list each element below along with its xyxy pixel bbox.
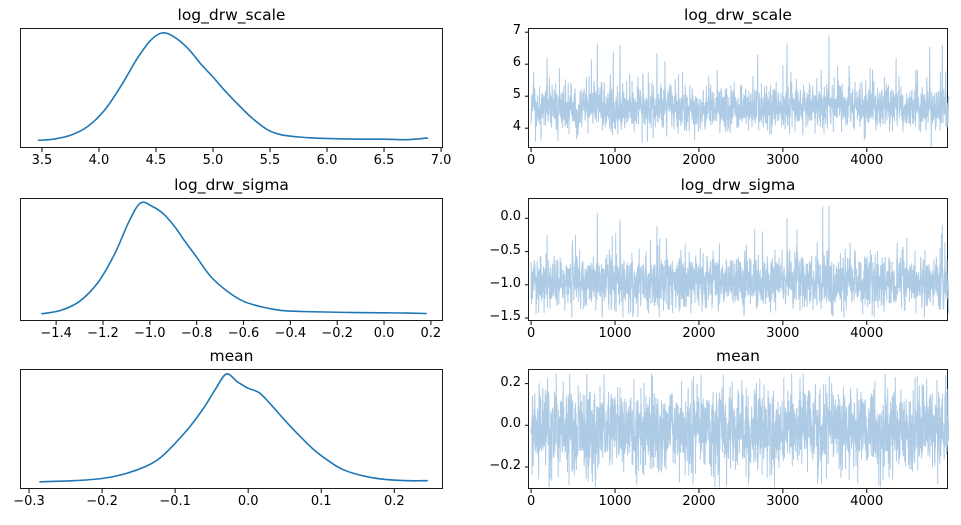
plot-title-kde-log-drw-scale: log_drw_scale [177, 6, 286, 24]
y-tick-label: 7 [512, 23, 521, 39]
x-tick-label: 0.0 [373, 326, 395, 341]
subplot-trace-log-drw-sigma: 0 1000 2000 3000 4000 0.0 −0.5 −1.0 −1.5 [489, 198, 950, 341]
y-tick-label: 0.0 [500, 209, 521, 225]
subplot-kde-mean: −0.3 −0.2 −0.1 0.0 0.1 0.2 [13, 369, 443, 509]
x-tick-label: 3000 [766, 153, 800, 168]
x-tick-label: 2000 [682, 326, 716, 341]
plot-title-kde-mean: mean [209, 347, 254, 365]
kde-curve [39, 373, 428, 483]
subplot-kde-log-drw-sigma: −1.4 −1.2 −1.0 −0.8 −0.6 −0.4 −0.2 0.0 0.2 [20, 198, 443, 341]
x-tick-label: −1.0 [134, 326, 166, 341]
trace-line [530, 373, 950, 488]
x-tick-label: −0.2 [86, 494, 118, 509]
x-tick-label: 0 [526, 153, 536, 168]
x-tick-label: −1.4 [40, 326, 72, 341]
y-tick-label: 0.0 [500, 416, 521, 432]
x-tick-label: 2000 [682, 153, 716, 168]
x-tick-label: 4000 [850, 153, 884, 168]
x-tick-label: 0 [526, 326, 536, 341]
x-tick-label: 4000 [850, 494, 884, 509]
plot-title-trace-log-drw-sigma: log_drw_sigma [680, 176, 796, 194]
y-tick-label: −1.5 [489, 309, 521, 324]
x-tick-label: 4000 [850, 326, 884, 341]
x-tick-label: 1000 [598, 326, 632, 341]
y-tick-label: −1.0 [489, 275, 521, 291]
subplot-trace-mean: 0 1000 2000 3000 4000 0.2 0.0 −0.2 [489, 369, 950, 509]
subplot-trace-log-drw-scale: 0 1000 2000 3000 4000 7 6 5 4 [513, 23, 950, 168]
y-tick-label: 4 [512, 119, 521, 135]
y-tick-label: 0.2 [500, 374, 521, 390]
trace-line [530, 35, 950, 147]
x-tick-label: 0.1 [310, 494, 332, 509]
y-tick-label: −0.2 [489, 458, 521, 474]
x-tick-label: −0.8 [180, 326, 213, 341]
y-tick-label: −0.5 [489, 242, 521, 258]
plot-title-trace-log-drw-scale: log_drw_scale [684, 6, 792, 24]
plot-title-trace-mean: mean [716, 347, 760, 365]
y-tick-label: 6 [512, 55, 521, 71]
x-tick-label: 3000 [766, 326, 800, 341]
x-tick-label: 2000 [682, 494, 716, 509]
x-tick-label: −1.2 [87, 326, 119, 341]
x-tick-label: 5.5 [259, 153, 281, 168]
x-tick-label: 0.0 [237, 494, 259, 509]
x-tick-label: 7.0 [430, 153, 452, 168]
x-tick-label: −0.4 [274, 326, 307, 341]
y-tick-label: 5 [512, 87, 521, 103]
x-tick-label: 6.5 [373, 153, 395, 168]
x-tick-label: 6.0 [316, 153, 338, 168]
x-tick-label: 1000 [598, 153, 632, 168]
x-tick-label: −0.1 [159, 494, 191, 509]
subplot-kde-log-drw-scale: 3.5 4.0 4.5 5.0 5.5 6.0 6.5 7.0 [20, 28, 451, 168]
x-tick-label: 3000 [766, 494, 800, 509]
x-tick-label: 0.2 [383, 494, 405, 509]
trace-line [530, 205, 950, 318]
x-tick-label: −0.6 [227, 326, 260, 341]
x-tick-label: 5.0 [202, 153, 224, 168]
x-tick-label: 4.5 [145, 153, 167, 168]
x-tick-label: −0.2 [321, 326, 353, 341]
x-tick-label: 1000 [598, 494, 632, 509]
x-tick-label: −0.3 [13, 494, 45, 509]
x-tick-label: 0.2 [420, 326, 442, 341]
plot-title-kde-log-drw-sigma: log_drw_sigma [174, 176, 289, 194]
kde-curve [41, 201, 427, 315]
kde-curve [37, 32, 429, 142]
x-tick-label: 4.0 [88, 153, 110, 168]
x-tick-label: 0 [526, 494, 536, 509]
x-tick-label: 3.5 [31, 153, 53, 168]
